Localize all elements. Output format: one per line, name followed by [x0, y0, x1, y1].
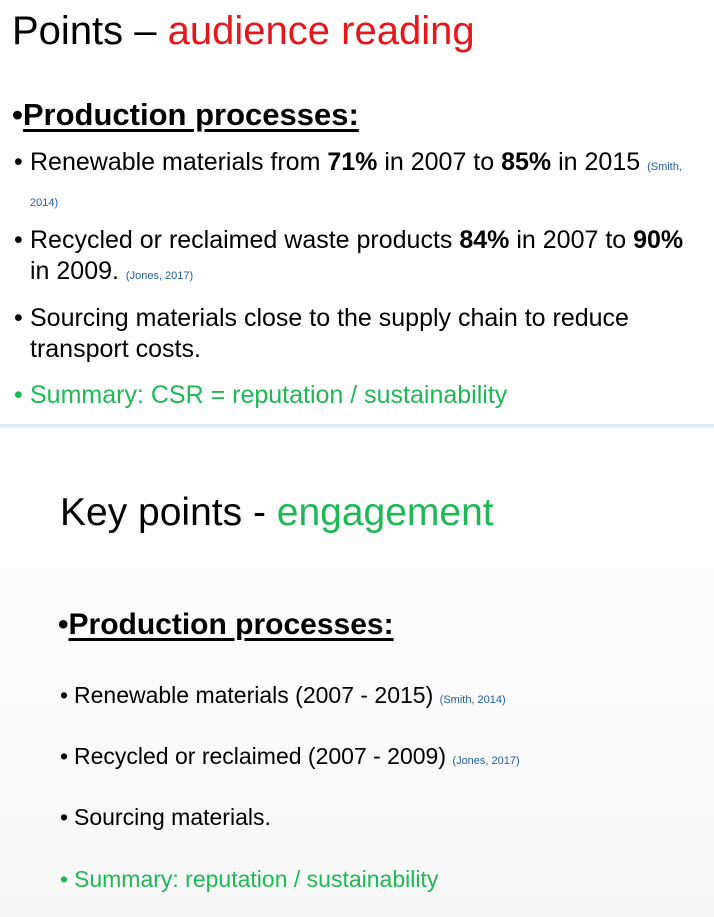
text-run: in 2015: [551, 148, 648, 176]
text-run: Renewable materials (2007 - 2015): [74, 682, 440, 708]
text-run: Recycled or reclaimed (2007 - 2009): [74, 743, 453, 769]
bullet-recycled-reclaimed: • Recycled or reclaimed (2007 - 2009) (J…: [60, 741, 700, 776]
bullet-sourcing-materials: • Sourcing materials close to the supply…: [14, 303, 704, 365]
bullet-dot: •: [60, 866, 69, 892]
bullet-dot: •: [14, 381, 23, 409]
bullet-text: Renewable materials from 71% in 2007 to …: [30, 147, 704, 219]
text-run: in 2007 to: [509, 226, 634, 254]
bullet-text: Renewable materials (2007 - 2015) (Smith…: [74, 680, 700, 715]
text-run: Recycled or reclaimed waste products: [30, 226, 460, 254]
slide-engagement: Key points - engagement •Production proc…: [0, 428, 714, 917]
stat-value: 85%: [501, 148, 552, 176]
title-accent: audience reading: [167, 9, 475, 53]
text-run: Renewable materials from: [30, 148, 328, 176]
bullet-text: Summary: CSR = reputation / sustainabili…: [30, 381, 508, 409]
heading-text: Production processes:: [68, 608, 394, 641]
bullet-dot: •: [60, 682, 69, 708]
title-accent: engagement: [276, 491, 494, 534]
stat-value: 71%: [327, 148, 378, 176]
bullet-renewable-materials: • Renewable materials (2007 - 2015) (Smi…: [60, 680, 700, 715]
bullet-text: Recycled or reclaimed (2007 - 2009) (Jon…: [74, 741, 700, 776]
bullet-recycled-waste: • Recycled or reclaimed waste products 8…: [14, 225, 704, 292]
section-heading: •Production processes:: [58, 606, 394, 644]
heading-text: Production processes:: [22, 97, 359, 132]
slide-audience-reading: Points – audience reading •Production pr…: [0, 0, 714, 424]
bullet-dot: •: [60, 743, 69, 769]
slide-title: Key points - engagement: [60, 490, 494, 536]
citation: (Smith, 2014): [439, 694, 506, 706]
stat-value: 84%: [459, 226, 510, 254]
citation: (Jones, 2017): [125, 270, 194, 282]
bullet-text: Summary: reputation / sustainability: [74, 866, 439, 892]
title-prefix: Points –: [12, 9, 168, 53]
stat-value: 90%: [633, 226, 684, 254]
bullet-renewable-materials: • Renewable materials from 71% in 2007 t…: [14, 147, 704, 219]
bullet-dot: •: [14, 304, 23, 332]
citation: (Jones, 2017): [452, 755, 520, 767]
bullet-text: Sourcing materials close to the supply c…: [30, 304, 629, 363]
slide-divider: [0, 424, 714, 428]
bullet-summary: • Summary: CSR = reputation / sustainabi…: [14, 380, 704, 411]
section-heading: •Production processes:: [12, 96, 359, 134]
heading-bullet: •: [12, 97, 23, 132]
bullet-text: Sourcing materials.: [74, 804, 271, 830]
bullet-dot: •: [14, 148, 23, 176]
citation: (Smith, 2014): [30, 161, 682, 209]
slide-title: Points – audience reading: [12, 8, 475, 54]
text-run: in 2009.: [30, 257, 126, 285]
bullet-summary: • Summary: reputation / sustainability: [60, 864, 700, 894]
bullet-text: Recycled or reclaimed waste products 84%…: [30, 225, 704, 292]
bullet-dot: •: [60, 804, 69, 830]
text-run: in 2007 to: [377, 148, 502, 176]
title-prefix: Key points -: [60, 491, 277, 534]
bullet-sourcing-materials: • Sourcing materials.: [60, 802, 700, 832]
bullet-dot: •: [14, 226, 23, 254]
heading-bullet: •: [58, 608, 69, 641]
